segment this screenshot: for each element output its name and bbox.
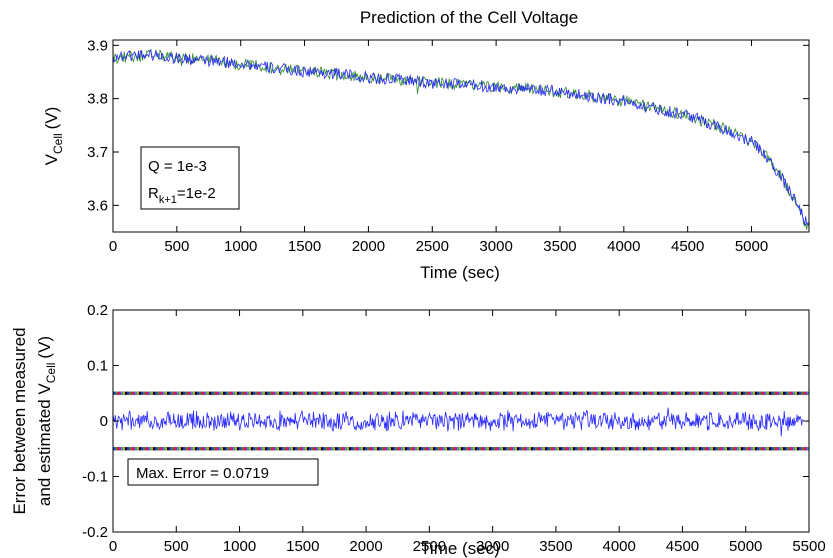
bottom-y-axis-label-unit: (V)	[35, 336, 54, 359]
top-x-tick-label: 0	[109, 238, 117, 255]
bottom-plot-area	[113, 310, 809, 532]
bottom-x-tick-label: 2000	[349, 538, 382, 555]
bottom-y-tick-label: 0.1	[87, 358, 108, 375]
top-series-1-line	[112, 48, 809, 226]
top-x-axis-label: Time (sec)	[420, 263, 500, 282]
bottom-x-tick-label: 5500	[792, 538, 825, 555]
bottom-x-tick-label: 2500	[413, 538, 446, 555]
bottom-x-tick-label: 4000	[602, 538, 635, 555]
top-y-axis-label: VCell (V)	[42, 107, 65, 166]
top-x-tick-label: 5000	[735, 238, 768, 255]
bottom-y-axis-label-main: and estimated V	[35, 383, 54, 507]
annotation-r-main: R	[148, 185, 159, 202]
max-error-annotation: Max. Error = 0.0719	[136, 465, 269, 482]
top-x-tick-label: 2000	[352, 238, 385, 255]
bottom-x-tick-label: 1000	[223, 538, 256, 555]
top-plot-frame	[112, 39, 810, 233]
top-y-tick-label: 3.6	[87, 197, 108, 214]
bottom-y-tick-label: -0.1	[82, 469, 108, 486]
bottom-x-tick-label: 5000	[729, 538, 762, 555]
top-y-tick-label: 3.9	[87, 37, 108, 54]
bottom-annotation-box: Max. Error = 0.0719	[127, 458, 319, 486]
top-y-axis-label-main: V	[42, 153, 61, 165]
top-y-tick-label: 3.8	[87, 91, 108, 108]
bottom-x-tick-label: 0	[109, 538, 117, 555]
top-x-tick-label: 3500	[543, 238, 576, 255]
top-x-tick-label: 3000	[479, 238, 512, 255]
top-x-tick-label: 2500	[416, 238, 449, 255]
bottom-x-tick-label: 3000	[476, 538, 509, 555]
bottom-plot-frame	[112, 309, 810, 533]
bottom-y-tick-label: -0.2	[82, 524, 108, 541]
top-y-tick-label: 3.7	[87, 144, 108, 161]
annotation-r: Rk+1=1e-2	[148, 185, 216, 206]
bottom-y-tick-label: 0	[100, 413, 108, 430]
top-x-tick-label: 4500	[671, 238, 704, 255]
top-y-axis-label-unit: (V)	[42, 107, 61, 130]
error-series-line	[112, 407, 803, 437]
error-plot: 0 500 1000 1500 2000 2500 3000 3500 4000 4500 5000…	[10, 302, 826, 558]
bottom-x-axis-label: Time (sec)	[420, 539, 500, 558]
top-y-axis-label-sub: Cell	[51, 133, 65, 154]
top-x-tick-label: 4000	[607, 238, 640, 255]
top-x-tick-label: 1000	[224, 238, 257, 255]
bottom-x-tick-label: 4500	[666, 538, 699, 555]
bottom-y-axis-label-line2: and estimated VCell (V)	[35, 336, 58, 506]
bottom-x-tick-label: 1500	[286, 538, 319, 555]
top-plot-title: Prediction of the Cell Voltage	[360, 8, 578, 27]
top-x-tick-label: 1500	[288, 238, 321, 255]
bottom-x-tick-label: 500	[164, 538, 189, 555]
annotation-q: Q = 1e-3	[148, 158, 207, 175]
voltage-prediction-plot: Prediction of the Cell Voltage 0 500 1000 1…	[42, 8, 810, 282]
bottom-y-tick-label: 0.2	[87, 302, 108, 319]
top-x-tick-label: 500	[164, 238, 189, 255]
bottom-x-tick-label: 3500	[539, 538, 572, 555]
top-annotation-frame	[140, 146, 240, 210]
annotation-r-rest: =1e-2	[177, 185, 216, 202]
bottom-annotation-frame	[127, 458, 319, 486]
bottom-y-axis-label-sub: Cell	[44, 363, 58, 384]
bottom-y-axis-label-line1: Error between measured	[10, 327, 29, 514]
annotation-r-sub: k+1	[159, 194, 177, 206]
top-annotation-box: Q = 1e-3 Rk+1=1e-2	[140, 146, 240, 210]
